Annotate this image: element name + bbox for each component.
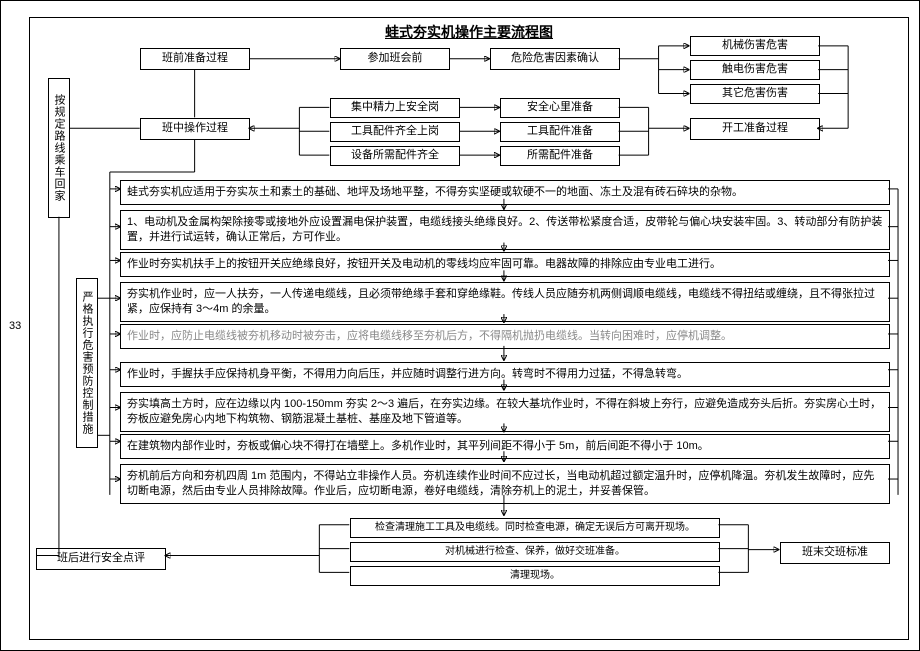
step-2: 1、电动机及金属构架除接零或接地外应设置漏电保护装置，电缆线接头绝缘良好。2、传…: [120, 210, 890, 250]
hazard-electric: 触电伤害危害: [690, 60, 820, 80]
focus-safety: 集中精力上安全岗: [330, 98, 460, 118]
start-work-prep: 开工准备过程: [690, 118, 820, 140]
hazard-confirm: 危险危害因素确认: [490, 48, 620, 70]
left-vertical-box: 按规定路线乘车回家: [48, 78, 70, 218]
tool-prep: 工具配件准备: [500, 122, 620, 142]
parts-prep: 所需配件准备: [500, 146, 620, 166]
page-number: 33: [9, 320, 21, 332]
step-7: 夯实填高土方时，应在边缘以内 100-150mm 夯实 2～3 遍后，在夯实边缘…: [120, 392, 890, 432]
mid-vertical-box: 严格执行危害预防控制措施: [76, 278, 98, 448]
during-shift: 班中操作过程: [140, 118, 250, 140]
step-8: 在建筑物内部作业时，夯板或偏心块不得打在墙壁上。多机作业时，其平列间距不得小于 …: [120, 434, 890, 459]
hazard-other: 其它危害伤害: [690, 84, 820, 104]
bottom-cleanup: 清理现场。: [350, 566, 720, 586]
bottom-maintain: 对机械进行检查、保养，做好交班准备。: [350, 542, 720, 562]
tools-complete: 工具配件齐全上岗: [330, 122, 460, 142]
step-3: 作业时夯实机扶手上的按钮开关应绝缘良好，按钮开关及电动机的零线均应牢固可靠。电器…: [120, 252, 890, 277]
bottom-check-tools: 检查清理施工工具及电缆线。同时检查电源，确定无误后方可离开现场。: [350, 518, 720, 538]
diagram-frame: 蛙式夯实机操作主要流程图 按规定路线乘车回家 班前准备过程 参加班会前 危险危害…: [29, 17, 909, 640]
step-5: 作业时，应防止电缆线被夯机移动时被夯击，应将电缆线移至夯机后方，不得隔机抛扔电缆…: [120, 324, 890, 349]
equip-parts: 设备所需配件齐全: [330, 146, 460, 166]
step-1: 蛙式夯实机应适用于夯实灰土和素土的基础、地坪及场地平整，不得夯实坚硬或软硬不一的…: [120, 180, 890, 205]
diagram-title: 蛙式夯实机操作主要流程图: [385, 22, 553, 42]
step-4: 夯实机作业时，应一人扶夯，一人传递电缆线，且必须带绝缘手套和穿绝缘鞋。传线人员应…: [120, 282, 890, 322]
shift-handover: 班末交班标准: [780, 542, 890, 564]
hazard-mechanical: 机械伤害危害: [690, 36, 820, 56]
mental-prep: 安全心里准备: [500, 98, 620, 118]
page: 33 蛙式夯实机操作主要流程图 按规定路线乘车回家 班前准备过程 参加班会前 危…: [0, 0, 920, 651]
post-shift-review: 班后进行安全点评: [36, 548, 166, 570]
step-9: 夯机前后方向和夯机四周 1m 范围内，不得站立非操作人员。夯机连续作业时间不应过…: [120, 464, 890, 504]
attend-meeting: 参加班会前: [340, 48, 450, 70]
step-6: 作业时，手握扶手应保持机身平衡，不得用力向后压，并应随时调整行进方向。转弯时不得…: [120, 362, 890, 387]
prep-process: 班前准备过程: [140, 48, 250, 70]
